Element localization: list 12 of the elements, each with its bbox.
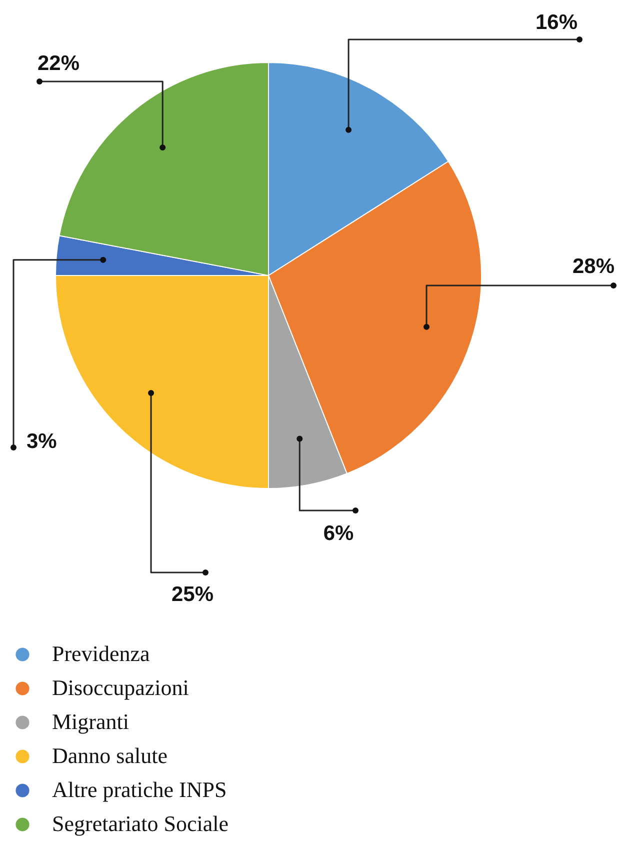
data-label: 25%: [171, 583, 214, 606]
data-label: 16%: [535, 11, 578, 34]
legend-label: Disoccupazioni: [52, 675, 189, 701]
data-label: 3%: [26, 430, 58, 453]
legend-label: Segretariato Sociale: [52, 811, 229, 837]
legend-label: Danno salute: [52, 743, 168, 769]
data-label: 22%: [38, 52, 80, 75]
legend-label: Migranti: [52, 709, 129, 735]
legend-label: Altre pratiche INPS: [52, 777, 227, 803]
data-label: 6%: [323, 522, 354, 545]
legend-label: Previdenza: [52, 641, 150, 667]
data-label: 28%: [572, 255, 615, 278]
